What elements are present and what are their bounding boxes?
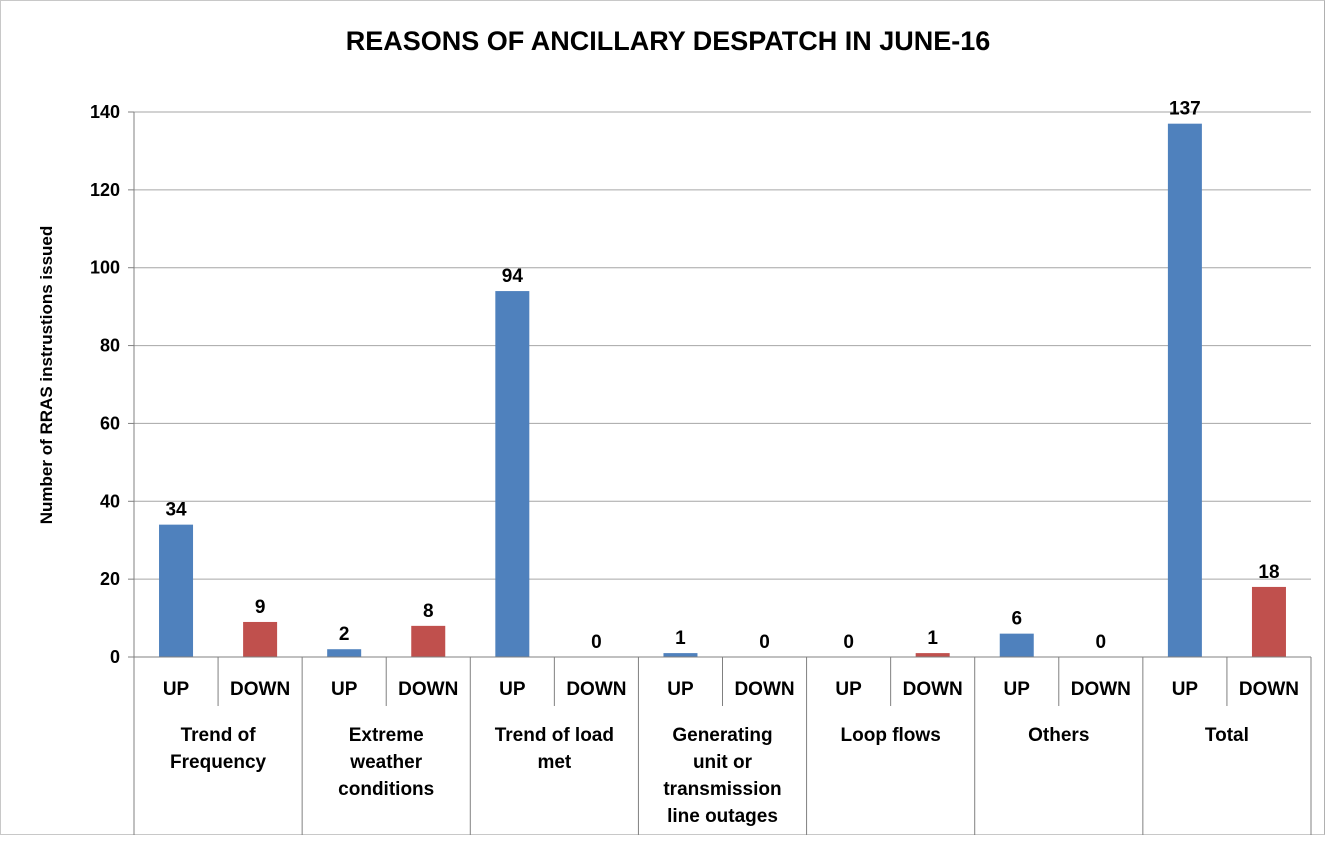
data-label: 34 bbox=[165, 500, 187, 521]
x-group-label: Total bbox=[1205, 725, 1249, 746]
y-tick-label: 20 bbox=[100, 569, 120, 589]
x-group-label: Generating bbox=[672, 725, 772, 746]
x-group-label: Others bbox=[1028, 725, 1089, 746]
x-group-label: line outages bbox=[667, 806, 778, 827]
bar-down bbox=[915, 653, 950, 657]
y-tick-label: 40 bbox=[100, 491, 120, 511]
data-label: 0 bbox=[843, 632, 854, 653]
bar-down bbox=[411, 625, 446, 657]
x-group-label: Extreme bbox=[349, 725, 424, 746]
bar-up bbox=[663, 653, 698, 657]
bar-up bbox=[159, 524, 194, 657]
x-sub-label: UP bbox=[331, 679, 358, 700]
data-label: 0 bbox=[1096, 632, 1107, 653]
x-group-label: transmission bbox=[663, 779, 781, 800]
data-label: 6 bbox=[1011, 609, 1022, 630]
x-group-label: Loop flows bbox=[841, 725, 941, 746]
x-sub-label: UP bbox=[163, 679, 190, 700]
bar-up bbox=[1167, 123, 1202, 657]
data-label: 1 bbox=[927, 628, 938, 649]
chart-title: REASONS OF ANCILLARY DESPATCH IN JUNE-16 bbox=[346, 26, 991, 56]
bar-down bbox=[243, 621, 278, 657]
data-label: 137 bbox=[1169, 99, 1201, 120]
x-group-label: Frequency bbox=[170, 752, 267, 773]
x-group-label: Trend of bbox=[181, 725, 257, 746]
y-tick-label: 80 bbox=[100, 336, 120, 356]
y-tick-label: 140 bbox=[90, 102, 120, 122]
data-label: 8 bbox=[423, 601, 434, 622]
x-sub-label: DOWN bbox=[230, 679, 290, 700]
bar-up bbox=[999, 633, 1034, 657]
y-tick-label: 120 bbox=[90, 180, 120, 200]
data-label: 9 bbox=[255, 597, 266, 618]
data-label: 0 bbox=[759, 632, 770, 653]
bar-down bbox=[1251, 586, 1286, 657]
x-group-label: met bbox=[537, 752, 571, 773]
data-label: 18 bbox=[1258, 562, 1279, 583]
x-sub-label: DOWN bbox=[566, 679, 626, 700]
x-sub-label: UP bbox=[835, 679, 862, 700]
x-sub-label: UP bbox=[667, 679, 694, 700]
bar-up bbox=[495, 291, 530, 657]
y-axis-label: Number of RRAS instrustions issued bbox=[37, 226, 56, 524]
x-sub-label: DOWN bbox=[1239, 679, 1299, 700]
y-tick-label: 0 bbox=[110, 647, 120, 667]
data-label: 2 bbox=[339, 624, 350, 645]
x-sub-label: UP bbox=[1172, 679, 1199, 700]
x-sub-label: DOWN bbox=[734, 679, 794, 700]
data-label: 94 bbox=[502, 266, 524, 287]
x-group-label: Trend of load bbox=[495, 725, 614, 746]
data-label: 1 bbox=[675, 628, 686, 649]
x-sub-label: DOWN bbox=[903, 679, 963, 700]
y-tick-label: 60 bbox=[100, 413, 120, 433]
x-sub-label: UP bbox=[1004, 679, 1031, 700]
x-sub-label: UP bbox=[499, 679, 526, 700]
x-sub-label: DOWN bbox=[1071, 679, 1131, 700]
data-label: 0 bbox=[591, 632, 602, 653]
x-group-label: unit or bbox=[693, 752, 753, 773]
x-sub-label: DOWN bbox=[398, 679, 458, 700]
y-tick-label: 100 bbox=[90, 258, 120, 278]
x-group-label: conditions bbox=[338, 779, 434, 800]
bar-up bbox=[327, 649, 362, 657]
x-group-label: weather bbox=[349, 752, 422, 773]
